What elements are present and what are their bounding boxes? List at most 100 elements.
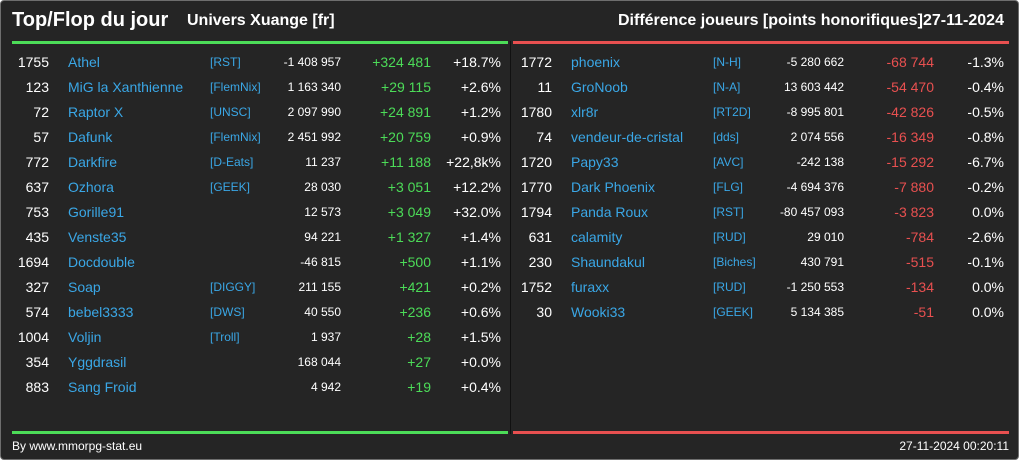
player-name-link[interactable]: calamity [571,229,623,245]
alliance-tag-link[interactable]: [RST] [210,55,241,69]
player-name-link[interactable]: GroNoob [571,79,628,95]
player-rank: 230 [528,254,552,270]
player-name-link[interactable]: MiG la Xanthienne [68,79,184,95]
player-name-link[interactable]: Shaundakul [571,254,645,270]
alliance-tag-link[interactable]: [RST] [713,205,744,219]
alliance-tag-link[interactable]: [UNSC] [210,105,251,119]
player-delta: -16 349 [886,129,934,145]
alliance-tag-link[interactable]: [GEEK] [713,305,754,319]
player-name-link[interactable]: phoenix [571,54,621,70]
alliance-tag-link[interactable]: [DIGGY] [210,280,256,294]
bottom-divider-gain [12,431,508,434]
player-percent: -0.8% [967,129,1004,145]
player-rank: 1772 [520,54,552,70]
player-percent: +0.2% [460,279,501,295]
player-percent: +12.2% [453,179,501,195]
player-percent: 0.0% [972,204,1004,220]
player-delta: +421 [399,279,431,295]
player-name-link[interactable]: Soap [68,279,101,295]
player-name-link[interactable]: Sang Froid [68,379,137,395]
alliance-tag-link[interactable]: [DWS] [210,305,245,319]
alliance-tag-link[interactable]: [N-H] [713,55,741,69]
player-total: 168 044 [297,355,341,369]
player-total: -8 995 801 [786,105,844,119]
player-rank: 753 [25,204,49,220]
alliance-tag-link[interactable]: [FlemNix] [210,130,261,144]
player-delta: -51 [913,304,934,320]
header-date: 27-11-2024 [923,12,1004,29]
player-name-link[interactable]: Wooki33 [571,304,626,320]
alliance-tag-link[interactable]: [GEEK] [210,180,251,194]
table-row: 1755 Athel [RST] -1 408 957 +324 481 +18.7% [1,50,511,75]
player-rank: 574 [25,304,49,320]
server-name: Univers Xuange [fr] [187,12,335,29]
player-name-link[interactable]: Dafunk [68,129,113,145]
player-percent: -1.3% [967,54,1004,70]
player-total: 1 937 [310,330,341,344]
player-percent: -0.5% [967,104,1004,120]
player-total: 211 155 [298,280,342,294]
player-delta: +500 [399,254,431,270]
player-name-link[interactable]: vendeur-de-cristal [571,129,684,145]
player-total: 430 791 [800,255,844,269]
player-name-link[interactable]: Darkfire [68,154,118,170]
player-delta: -7 880 [894,179,934,195]
player-name-link[interactable]: Ozhora [68,179,114,195]
player-percent: +0.9% [460,129,501,145]
player-name-link[interactable]: furaxx [571,279,610,295]
table-row: 1770 Dark Phoenix [FLG] -4 694 376 -7 880 -0.… [504,175,1014,200]
alliance-tag-link[interactable]: [RUD] [713,280,746,294]
table-row: 1780 xlr8r [RT2D] -8 995 801 -42 826 -0.5% [504,100,1014,125]
player-rank: 1752 [520,279,552,295]
player-delta: -784 [905,229,934,245]
player-total: -5 280 662 [786,55,844,69]
alliance-tag-link[interactable]: [FlemNix] [210,80,261,94]
player-name-link[interactable]: Yggdrasil [68,354,127,370]
player-name-link[interactable]: Voljin [68,329,102,345]
player-name-link[interactable]: Raptor X [68,104,124,120]
player-name-link[interactable]: Gorille91 [68,204,125,220]
table-row: 1694 Docdouble -46 815 +500 +1.1% [1,250,511,275]
table-row: 637 Ozhora [GEEK] 28 030 +3 051 +12.2% [1,175,511,200]
table-row: 1772 phoenix [N-H] -5 280 662 -68 744 -1.3% [504,50,1014,75]
bottom-divider-loss [513,431,1009,434]
player-total: 1 163 340 [287,80,341,94]
player-percent: 0.0% [972,279,1004,295]
player-name-link[interactable]: Panda Roux [571,204,649,220]
top-divider-loss [513,41,1009,44]
alliance-tag-link[interactable]: [RUD] [713,230,746,244]
alliance-tag-link[interactable]: [FLG] [713,180,744,194]
footer-timestamp: 27-11-2024 00:20:11 [899,439,1009,453]
player-percent: +1.4% [460,229,501,245]
alliance-tag-link[interactable]: [D-Eats] [210,155,254,169]
alliance-tag-link[interactable]: [RT2D] [713,105,751,119]
alliance-tag-link[interactable]: [N-A] [713,80,741,94]
player-name-link[interactable]: Docdouble [68,254,135,270]
player-delta: +24 891 [380,104,431,120]
player-delta: +324 481 [372,54,431,70]
player-percent: +22,8k% [446,154,501,170]
player-name-link[interactable]: Athel [68,54,100,70]
player-total: 2 074 556 [790,130,844,144]
player-total: 2 097 990 [287,105,341,119]
player-name-link[interactable]: Papy33 [571,154,619,170]
player-rank: 631 [528,229,552,245]
player-total: 40 550 [304,305,341,319]
player-name-link[interactable]: bebel3333 [68,304,134,320]
player-name-link[interactable]: Dark Phoenix [571,179,656,195]
table-row: 435 Venste35 94 221 +1 327 +1.4% [1,225,511,250]
alliance-tag-link[interactable]: [Troll] [210,330,240,344]
player-total: -80 457 093 [779,205,844,219]
alliance-tag-link[interactable]: [AVC] [713,155,744,169]
player-total: -1 250 553 [786,280,844,294]
player-total: 29 010 [807,230,844,244]
player-rank: 354 [25,354,49,370]
table-row: 230 Shaundakul [Biches] 430 791 -515 -0.1% [504,250,1014,275]
alliance-tag-link[interactable]: [Biches] [713,255,756,269]
table-row: 574 bebel3333 [DWS] 40 550 +236 +0.6% [1,300,511,325]
alliance-tag-link[interactable]: [dds] [713,130,740,144]
player-rank: 637 [25,179,49,195]
player-name-link[interactable]: xlr8r [571,104,599,120]
table-row: 74 vendeur-de-cristal [dds] 2 074 556 -16 34… [504,125,1014,150]
player-name-link[interactable]: Venste35 [68,229,127,245]
